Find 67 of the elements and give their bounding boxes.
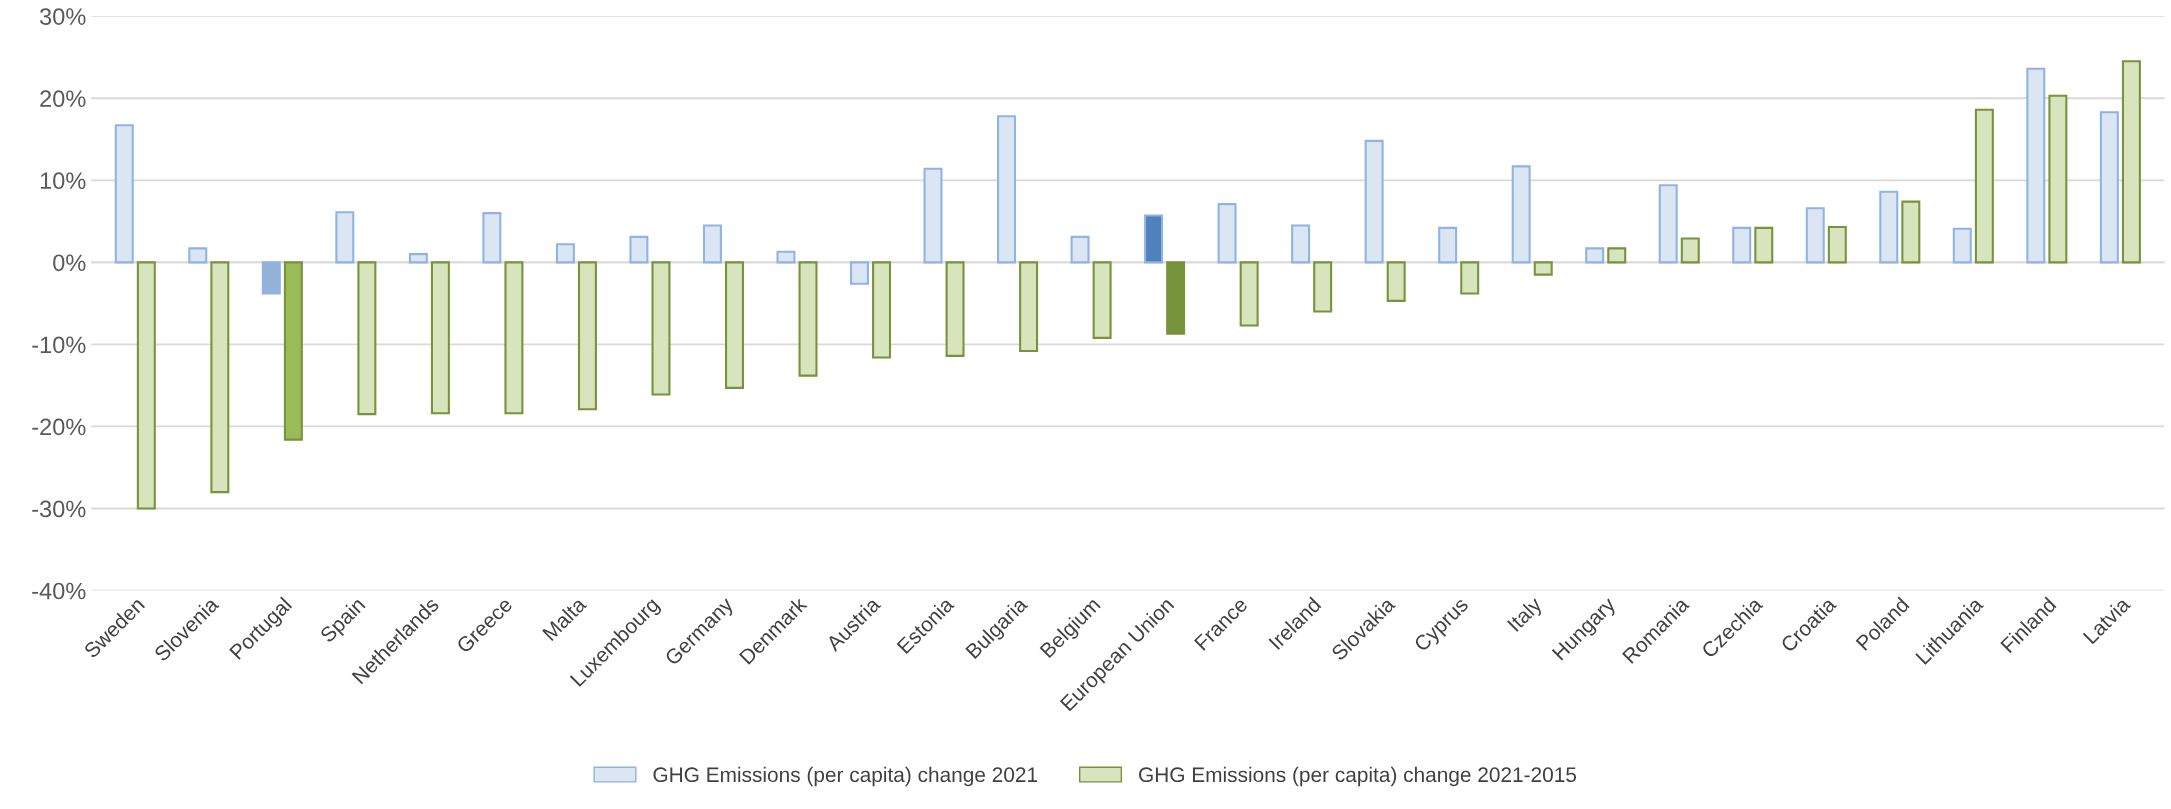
bar bbox=[2026, 67, 2046, 264]
bar bbox=[261, 261, 281, 295]
bar bbox=[1585, 247, 1605, 264]
bar bbox=[1239, 261, 1259, 327]
bar bbox=[1879, 190, 1899, 264]
x-tick-label: Italy bbox=[1506, 595, 1546, 635]
bar bbox=[1217, 203, 1237, 264]
bar bbox=[629, 235, 649, 264]
y-tick-label: -40% bbox=[32, 582, 86, 600]
bar bbox=[1974, 108, 1994, 264]
bar bbox=[872, 261, 892, 359]
bar bbox=[504, 261, 524, 415]
bar bbox=[1144, 214, 1164, 264]
bar bbox=[1754, 226, 1774, 264]
bar bbox=[2121, 60, 2141, 264]
bar bbox=[1313, 261, 1333, 313]
bar bbox=[1901, 200, 1921, 264]
bar bbox=[849, 261, 869, 285]
bar bbox=[1070, 235, 1090, 264]
bar bbox=[651, 261, 671, 396]
bar bbox=[408, 253, 428, 264]
bar bbox=[997, 115, 1017, 264]
bar bbox=[1511, 165, 1531, 264]
bar bbox=[188, 247, 208, 264]
bar bbox=[114, 124, 134, 264]
bar bbox=[1364, 139, 1384, 264]
bar bbox=[702, 224, 722, 264]
bar bbox=[1827, 226, 1847, 264]
bar bbox=[136, 261, 156, 510]
bar bbox=[210, 261, 230, 494]
bar bbox=[1460, 261, 1480, 295]
bar bbox=[577, 261, 597, 411]
legend-label: GHG Emissions (per capita) change 2021 bbox=[653, 766, 1038, 787]
bar bbox=[1438, 226, 1458, 264]
bar bbox=[1952, 227, 1972, 264]
y-tick-label: 20% bbox=[40, 90, 86, 108]
bar bbox=[923, 167, 943, 264]
bar bbox=[798, 261, 818, 377]
bar bbox=[1092, 261, 1112, 339]
y-tick-label: 10% bbox=[40, 172, 86, 190]
bar bbox=[335, 211, 355, 264]
bar bbox=[283, 261, 303, 441]
y-tick-label: 0% bbox=[53, 254, 86, 272]
bar bbox=[1533, 261, 1553, 276]
bar bbox=[357, 261, 377, 416]
bar bbox=[1607, 247, 1627, 264]
bar bbox=[2099, 111, 2119, 264]
bar bbox=[2048, 94, 2068, 264]
bar bbox=[1658, 184, 1678, 264]
bar bbox=[1019, 261, 1039, 353]
bar bbox=[1805, 207, 1825, 264]
bar bbox=[945, 261, 965, 357]
y-tick-label: 30% bbox=[39, 8, 86, 25]
bar bbox=[1386, 261, 1406, 302]
bar bbox=[1291, 224, 1311, 264]
y-tick-label: -30% bbox=[32, 500, 86, 518]
bar bbox=[430, 261, 450, 415]
bar bbox=[725, 261, 744, 389]
y-tick-label: -20% bbox=[32, 418, 86, 436]
y-tick-label: -10% bbox=[32, 336, 86, 354]
bar bbox=[1166, 261, 1186, 335]
bar bbox=[482, 212, 502, 264]
bar bbox=[555, 243, 575, 264]
bar bbox=[776, 250, 796, 264]
bar bbox=[1680, 237, 1700, 264]
legend-label: GHG Emissions (per capita) change 2021-2015 bbox=[1139, 766, 1577, 787]
bar bbox=[1732, 226, 1752, 264]
